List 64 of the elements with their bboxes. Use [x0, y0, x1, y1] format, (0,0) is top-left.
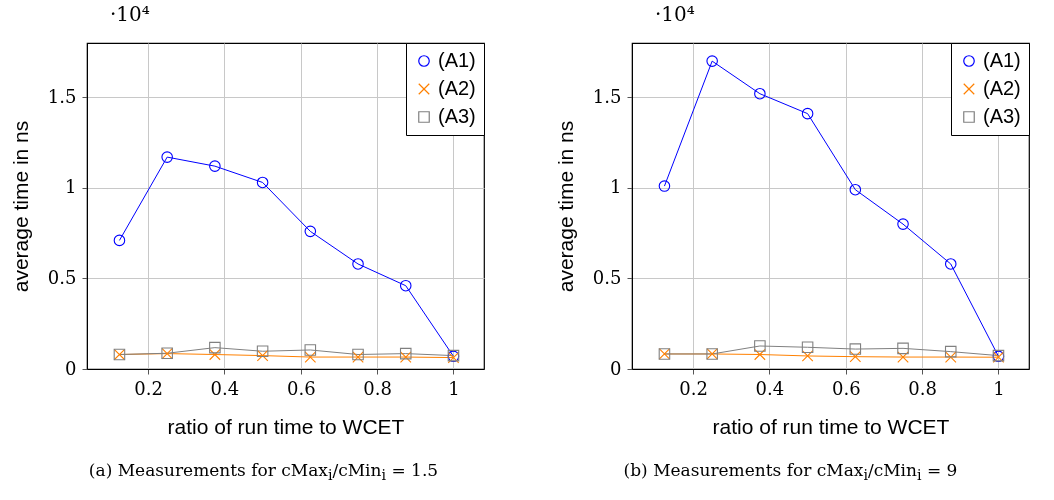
point: [754, 348, 766, 361]
point: [399, 347, 412, 360]
legend-label: (A1): [983, 49, 1021, 71]
y-tick-label: 0: [610, 357, 622, 379]
point: [897, 218, 909, 230]
point: [304, 344, 317, 356]
y-tick-label: 0.5: [47, 266, 77, 288]
x-tick-label: 0.4: [755, 377, 785, 399]
x-axis-title: ratio of run time to WCET: [167, 414, 405, 438]
y-tick-label: 1: [610, 176, 622, 198]
point: [801, 107, 814, 120]
point: [352, 258, 364, 270]
point: [658, 180, 671, 192]
point: [256, 176, 269, 189]
point: [304, 225, 317, 238]
text: (a) Measurements for cMax$_{i}$/cMin$_{i}$ = 1.5: [87, 460, 440, 484]
point: [161, 151, 173, 163]
point: [209, 348, 221, 361]
legend-label: (A3): [438, 105, 476, 127]
point: [113, 234, 126, 247]
point: [399, 279, 412, 292]
point: [256, 345, 269, 358]
x-axis-title: ratio of run time to WCET: [712, 414, 950, 438]
point: [897, 342, 909, 355]
x-tick-label: 0.2: [134, 377, 163, 399]
y-tick-label: 1.5: [47, 85, 77, 107]
point: [849, 350, 862, 363]
text: (b) Measurements for cMax$_{i}$/cMin$_{i}$ = 9: [622, 460, 959, 484]
point: [209, 341, 221, 354]
legend-label: (A3): [983, 105, 1021, 127]
point: [849, 183, 862, 196]
x-tick-label: 0.8: [363, 377, 392, 399]
y-axis-title: average time in ns: [553, 120, 577, 293]
point: [706, 55, 718, 67]
x-tick-label: 0.4: [210, 377, 240, 399]
y-tick-label: 1: [65, 176, 77, 198]
x-tick-label: 0.6: [831, 377, 861, 399]
y-tick-label: 1.5: [592, 85, 622, 107]
x-tick-label: 0.8: [908, 377, 937, 399]
y-axis-title: average time in ns: [8, 120, 32, 293]
y-tick-label: 0: [65, 357, 77, 379]
legend-label: (A2): [438, 77, 476, 99]
point: [849, 343, 862, 355]
y-tick-label: 0.5: [592, 266, 622, 288]
text: ·10⁴: [655, 2, 695, 26]
point: [801, 350, 814, 362]
point: [944, 345, 957, 358]
legend-label: (A2): [983, 77, 1021, 99]
point: [944, 351, 957, 363]
x-tick-label: 0.2: [679, 377, 708, 399]
point: [256, 349, 269, 362]
x-tick-label: 0.6: [286, 377, 316, 399]
point: [754, 87, 766, 100]
x-tick-label: 1: [993, 377, 1005, 399]
point: [399, 351, 412, 363]
point: [944, 258, 957, 270]
text: ·10⁴: [110, 2, 150, 26]
point: [897, 351, 909, 363]
point: [801, 341, 814, 354]
point: [754, 340, 766, 352]
point: [304, 351, 317, 363]
legend-label: (A1): [438, 49, 476, 71]
point: [209, 160, 221, 172]
x-tick-label: 1: [448, 377, 460, 399]
